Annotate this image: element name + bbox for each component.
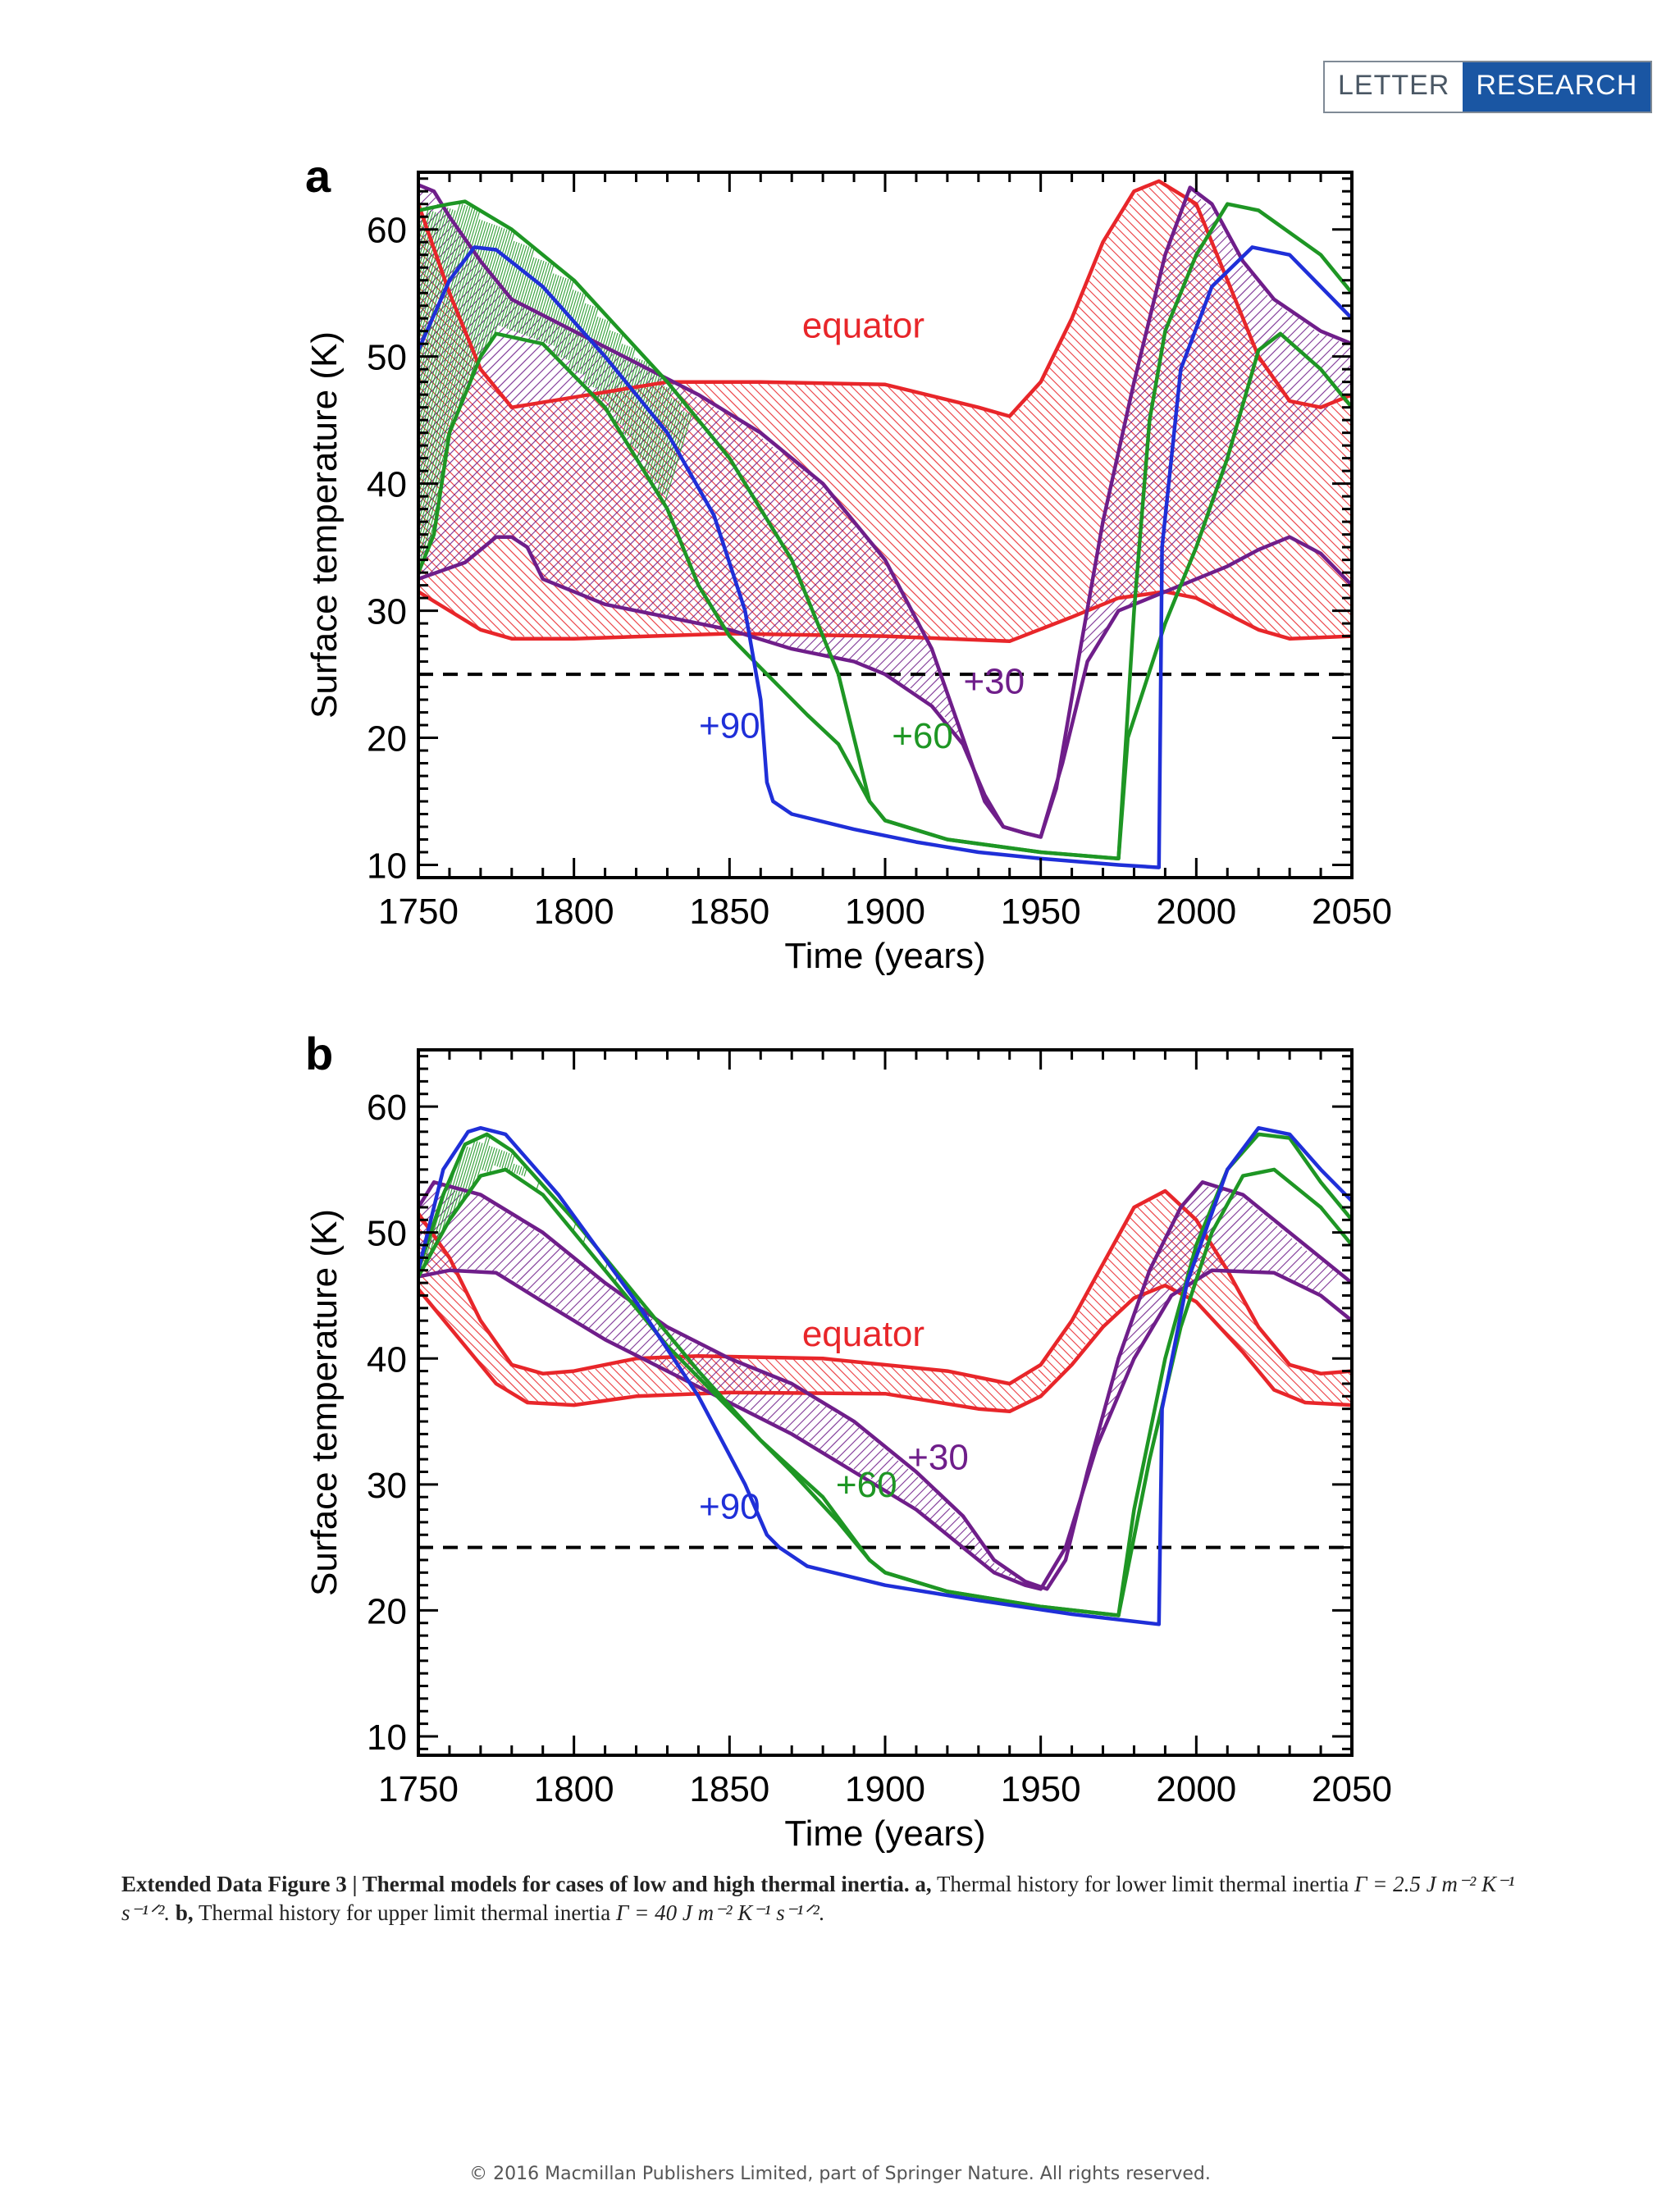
caption-label: Extended Data Figure 3 | Thermal models … <box>121 1872 910 1896</box>
series-line-lower-green <box>418 331 1352 861</box>
x-tick-label: 1950 <box>1001 1769 1081 1809</box>
caption-b-text: Thermal history for upper limit thermal … <box>198 1900 611 1925</box>
hatch-band-red <box>418 1194 1352 1411</box>
x-tick-label: 2000 <box>1156 892 1236 932</box>
series-line-lower-purple <box>418 1268 1352 1591</box>
x-tick-label: 1900 <box>845 892 925 932</box>
caption-a-text: Thermal history for lower limit thermal … <box>936 1872 1349 1896</box>
x-tick-label: 2000 <box>1156 1769 1236 1809</box>
x-tick-label: 1950 <box>1001 892 1081 932</box>
journal-badge: LETTER RESEARCH <box>1323 61 1653 113</box>
series-line-upper-blue <box>418 245 1352 869</box>
caption-a-marker: a, <box>915 1872 932 1896</box>
y-tick-label: 60 <box>367 211 407 251</box>
badge-research: RESEARCH <box>1463 62 1651 112</box>
series-label-blue: +90 <box>699 1486 760 1526</box>
y-tick-label: 40 <box>367 465 407 505</box>
series-line-upper-red <box>418 1188 1352 1386</box>
chart-panel-a: equator +30+60 +90 1750 1800 1850 1900 1950 2000… <box>304 150 1392 976</box>
x-tick-label: 2050 <box>1312 892 1392 932</box>
ticks <box>417 172 1354 879</box>
series-line-lower-red <box>418 590 1352 644</box>
copyright-footer: © 2016 Macmillan Publishers Limited, par… <box>469 2164 1211 2184</box>
panel-letter: a <box>305 150 331 202</box>
y-tick-label: 30 <box>367 1466 407 1506</box>
y-tick-label: 50 <box>367 1214 407 1254</box>
x-axis-title: Time (years) <box>784 1813 985 1854</box>
y-tick-label: 60 <box>367 1088 407 1128</box>
series-label-purple: +30 <box>907 1437 969 1477</box>
series-label-red: equator <box>802 1314 924 1354</box>
caption-b-marker: b, <box>175 1900 194 1925</box>
series-line-upper-purple <box>418 1180 1352 1591</box>
x-tick-label: 1750 <box>378 1769 459 1809</box>
series-line-lower-purple <box>418 535 1352 839</box>
y-tick-label: 50 <box>367 338 407 378</box>
series-label-blue: +90 <box>699 706 760 746</box>
badge-letter: LETTER <box>1325 62 1463 112</box>
caption-gamma-b: Γ = 40 J m⁻² K⁻¹ s⁻¹ᐟ². <box>616 1900 825 1925</box>
x-tick-label: 1800 <box>534 1769 614 1809</box>
x-tick-label: 1850 <box>689 892 769 932</box>
x-tick-label: 1800 <box>534 892 614 932</box>
y-tick-label: 20 <box>367 719 407 760</box>
hatch-band-purple <box>418 189 1352 735</box>
x-tick-label: 1850 <box>689 1769 769 1809</box>
y-axis-title: Surface temperature (K) <box>304 1209 345 1596</box>
figure-caption: Extended Data Figure 3 | Thermal models … <box>121 1870 1565 1927</box>
x-axis-title: Time (years) <box>784 936 985 976</box>
y-tick-label: 30 <box>367 592 407 632</box>
y-tick-label: 40 <box>367 1339 407 1380</box>
caption-gamma-a: Γ = 2.5 J m⁻² K⁻¹ s⁻¹ᐟ². <box>121 1872 1515 1925</box>
series-line-upper-purple <box>418 183 1352 839</box>
series-label-red: equator <box>802 305 924 345</box>
x-tick-label: 2050 <box>1312 1769 1392 1809</box>
y-tick-label: 10 <box>367 846 407 887</box>
y-tick-label: 10 <box>367 1718 407 1758</box>
series-line-upper-green <box>418 1132 1352 1617</box>
y-tick-label: 20 <box>367 1591 407 1631</box>
series-line-upper-red <box>418 179 1352 418</box>
series-label-purple: +30 <box>963 661 1025 701</box>
x-tick-label: 1750 <box>378 892 459 932</box>
chart-panel-b: equator +30+60 +90 1750 1800 1850 1900 1950 2000… <box>304 1028 1392 1854</box>
panel-letter: b <box>305 1028 333 1079</box>
series-line-upper-blue <box>418 1125 1352 1626</box>
series-label-green: +60 <box>836 1465 897 1505</box>
hatch-band-purple <box>418 1182 1340 1581</box>
x-tick-label: 1900 <box>845 1769 925 1809</box>
series-label-green: +60 <box>892 716 953 756</box>
series-line-lower-red <box>418 1283 1352 1414</box>
series-line-lower-green <box>418 1167 1352 1617</box>
ticks <box>417 1050 1354 1755</box>
y-axis-title: Surface temperature (K) <box>304 331 345 719</box>
